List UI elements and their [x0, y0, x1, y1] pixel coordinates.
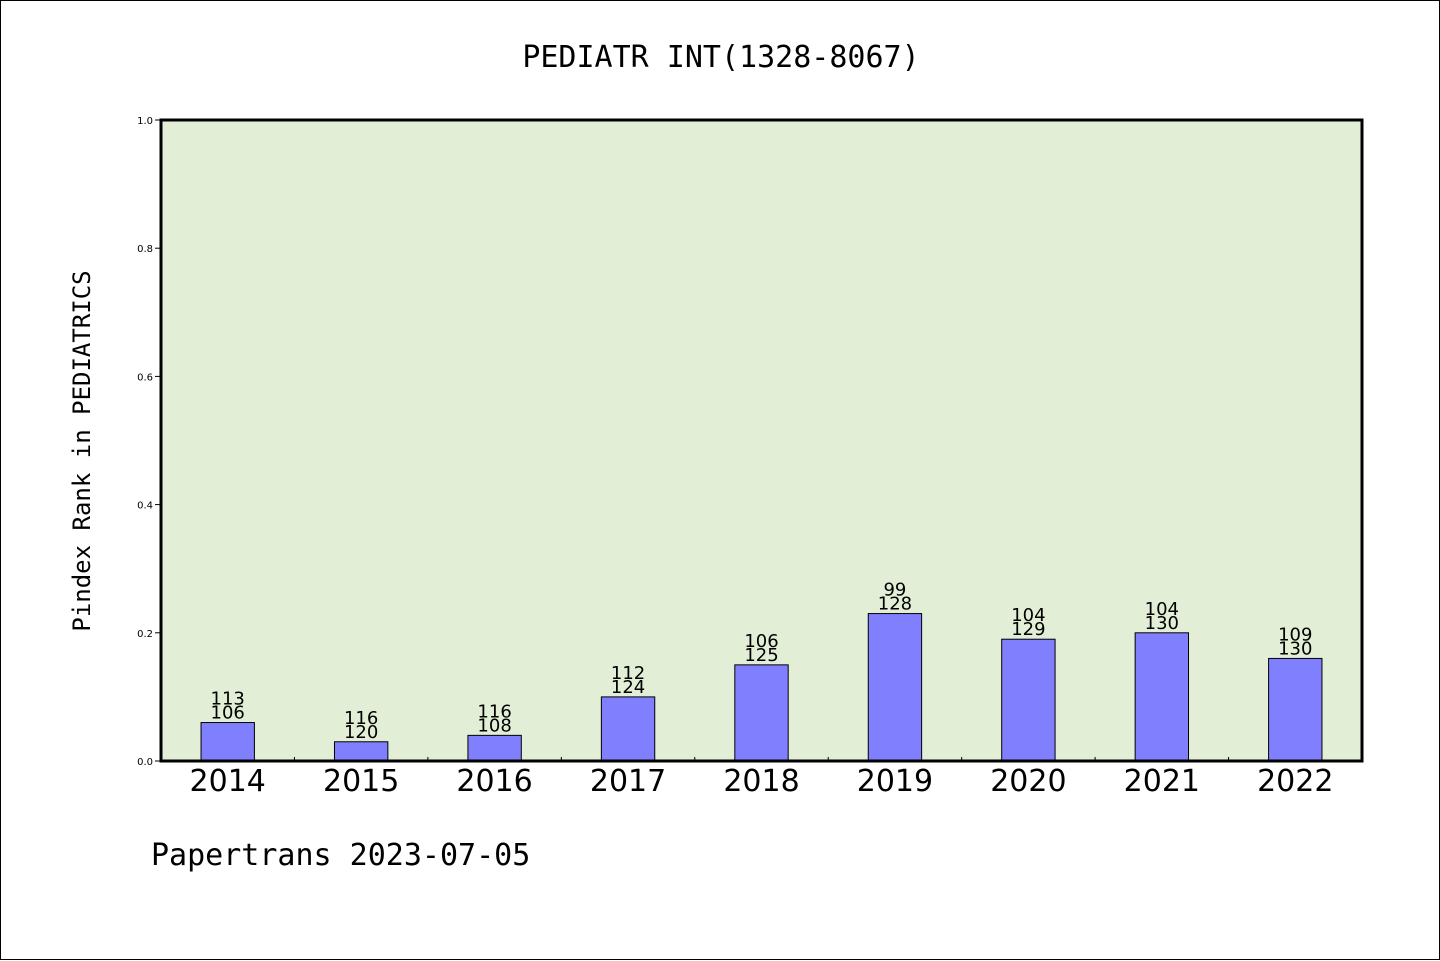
bar-rank-label: 116: [344, 708, 378, 729]
x-axis: 2014 2015 2016 2017 2018 2019 2020 2021 2022: [190, 757, 1333, 799]
y-tick-label: 1.0: [137, 116, 153, 127]
x-tick-label: 2018: [723, 764, 799, 799]
bar-total-label: 125: [744, 645, 778, 666]
chart-title: PEDIATR INT(1328-8067): [522, 40, 919, 75]
x-tick-label: 2016: [456, 764, 532, 799]
bar: [1268, 657, 1323, 762]
y-tick-label: 0.6: [137, 372, 153, 383]
x-tick-label: 2014: [190, 764, 266, 799]
bar-total-label: 120: [344, 722, 378, 743]
bar-total-label: 124: [611, 677, 645, 698]
bar-rank-label: 113: [211, 689, 245, 710]
bar-total-label: 106: [211, 703, 245, 724]
bar-series: [200, 613, 1323, 762]
bar-rank-label: 104: [1145, 599, 1179, 620]
bar-rank-label: 104: [1011, 605, 1045, 626]
x-tick-label: 2017: [590, 764, 666, 799]
bar-total-label: 130: [1278, 638, 1312, 659]
bar-rank-label: 99: [883, 580, 906, 601]
footer-credit: Papertrans 2023-07-05: [151, 838, 530, 873]
x-tick-label: 2021: [1124, 764, 1200, 799]
y-axis-label: Pindex Rank in PEDIATRICS: [68, 270, 96, 631]
x-tick-label: 2019: [857, 764, 933, 799]
plot-border: [159, 118, 1364, 763]
bar: [200, 722, 255, 762]
bar: [1001, 638, 1056, 762]
bar: [333, 741, 389, 762]
bar-total-label: 129: [1011, 619, 1045, 640]
y-tick-label: 0.4: [137, 501, 153, 512]
bar-rank-label: 106: [744, 631, 778, 652]
bar: [867, 613, 923, 762]
x-tick-label: 2015: [323, 764, 399, 799]
bar-rank-label: 112: [611, 663, 645, 684]
y-tick-label: 0.0: [137, 757, 153, 768]
bar-total-label: 128: [878, 594, 912, 615]
bar-rank-label: 109: [1278, 624, 1312, 645]
y-axis: 0.0 0.2 0.4 0.6 0.8 1.0: [137, 116, 161, 768]
bar-total-label: 130: [1145, 613, 1179, 634]
x-tick-label: 2020: [990, 764, 1066, 799]
bar: [734, 664, 789, 762]
y-tick-label: 0.2: [137, 629, 153, 640]
bar-total-label: 108: [477, 715, 511, 736]
y-tick-label: 0.8: [137, 244, 153, 255]
bar-rank-label: 116: [477, 701, 511, 722]
bar: [600, 696, 656, 762]
bar: [1134, 632, 1190, 762]
x-tick-label: 2022: [1257, 764, 1333, 799]
bar: [467, 734, 522, 762]
